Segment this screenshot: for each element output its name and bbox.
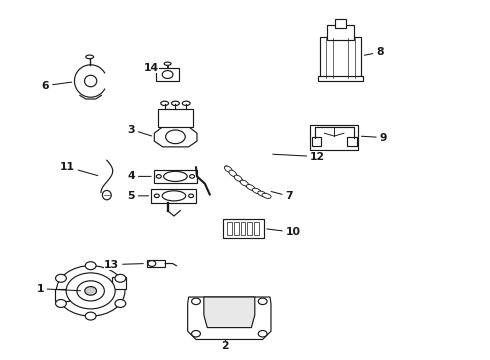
Ellipse shape: [166, 130, 185, 144]
Circle shape: [56, 266, 125, 316]
Circle shape: [55, 274, 66, 282]
Ellipse shape: [102, 190, 111, 200]
Ellipse shape: [234, 175, 242, 181]
Bar: [227, 222, 232, 235]
Text: 2: 2: [221, 339, 229, 351]
Circle shape: [85, 312, 96, 320]
Text: 13: 13: [104, 260, 143, 270]
Circle shape: [192, 330, 200, 337]
Text: 6: 6: [42, 81, 72, 91]
Bar: [310, 125, 358, 150]
Polygon shape: [154, 127, 197, 147]
Circle shape: [77, 281, 104, 301]
Bar: [254, 222, 259, 235]
Bar: [158, 109, 193, 127]
Ellipse shape: [240, 180, 248, 186]
Text: 4: 4: [127, 171, 151, 181]
Bar: [112, 276, 126, 289]
Ellipse shape: [229, 170, 237, 176]
Polygon shape: [188, 297, 271, 339]
Bar: [234, 222, 239, 235]
Ellipse shape: [246, 185, 255, 190]
Ellipse shape: [224, 166, 232, 172]
Ellipse shape: [161, 101, 169, 105]
Polygon shape: [204, 297, 255, 328]
Circle shape: [115, 300, 126, 307]
Text: 7: 7: [271, 191, 293, 201]
Bar: [151, 189, 196, 203]
Bar: [318, 76, 363, 81]
Ellipse shape: [189, 194, 194, 198]
Bar: [147, 260, 165, 267]
Ellipse shape: [190, 175, 195, 178]
Text: 5: 5: [127, 191, 148, 201]
Bar: [335, 19, 346, 28]
Text: 1: 1: [36, 284, 80, 294]
Ellipse shape: [258, 191, 267, 197]
Bar: [247, 222, 252, 235]
Text: 10: 10: [267, 227, 300, 237]
Ellipse shape: [164, 171, 187, 181]
Bar: [223, 219, 264, 238]
Text: 9: 9: [362, 132, 387, 143]
Bar: [55, 289, 69, 301]
Ellipse shape: [156, 175, 161, 178]
Ellipse shape: [164, 62, 171, 66]
Ellipse shape: [182, 101, 190, 105]
Ellipse shape: [262, 193, 271, 198]
Bar: [327, 25, 354, 40]
Ellipse shape: [162, 71, 173, 78]
Circle shape: [66, 273, 115, 309]
Bar: [312, 136, 321, 145]
Text: 12: 12: [273, 152, 325, 162]
Circle shape: [115, 274, 126, 282]
Ellipse shape: [154, 194, 159, 198]
Text: 11: 11: [60, 162, 98, 176]
Text: 3: 3: [127, 125, 152, 136]
Ellipse shape: [84, 75, 97, 87]
Circle shape: [55, 300, 66, 307]
Circle shape: [258, 330, 267, 337]
Ellipse shape: [252, 188, 261, 194]
Bar: [347, 136, 357, 145]
Ellipse shape: [86, 55, 94, 59]
Circle shape: [85, 262, 96, 270]
Bar: [319, 37, 361, 78]
Ellipse shape: [172, 101, 179, 105]
Text: 8: 8: [365, 47, 384, 57]
Ellipse shape: [148, 261, 156, 266]
Bar: [241, 222, 245, 235]
Ellipse shape: [162, 191, 186, 201]
Circle shape: [85, 287, 97, 295]
Bar: [154, 170, 197, 183]
Circle shape: [192, 298, 200, 305]
Bar: [156, 68, 179, 81]
Circle shape: [258, 298, 267, 305]
Text: 14: 14: [144, 63, 158, 73]
